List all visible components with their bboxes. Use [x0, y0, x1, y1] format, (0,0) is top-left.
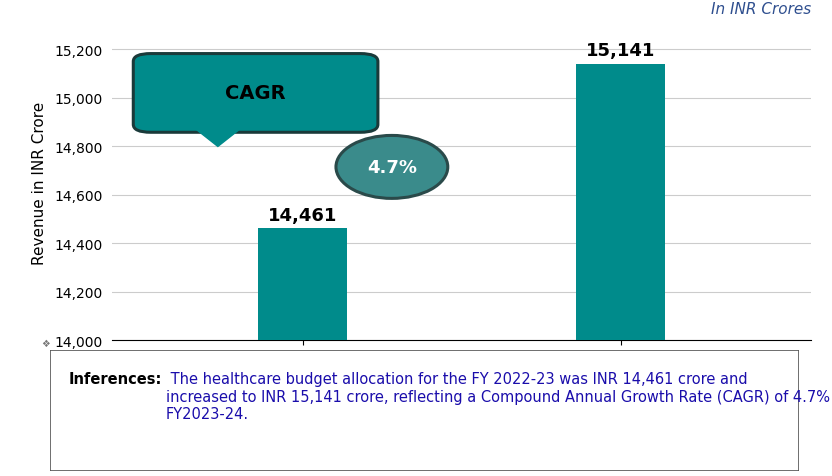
Bar	[576, 65, 665, 476]
Ellipse shape	[336, 136, 448, 199]
Polygon shape	[190, 125, 245, 147]
FancyBboxPatch shape	[133, 54, 378, 133]
Text: The healthcare budget allocation for the FY 2022-23 was INR 14,461 crore and
inc: The healthcare budget allocation for the…	[166, 372, 832, 421]
Text: Inferences:: Inferences:	[68, 372, 162, 387]
Text: 4.7%: 4.7%	[367, 159, 417, 177]
Text: CAGR: CAGR	[225, 84, 286, 103]
Text: 14,461: 14,461	[268, 207, 338, 225]
FancyBboxPatch shape	[50, 350, 799, 471]
Text: ❖: ❖	[42, 339, 50, 348]
Text: 15,141: 15,141	[586, 42, 656, 60]
Bar	[259, 229, 348, 476]
Text: In INR Crores: In INR Crores	[711, 2, 811, 17]
Y-axis label: Revenue in INR Crore: Revenue in INR Crore	[32, 102, 47, 265]
